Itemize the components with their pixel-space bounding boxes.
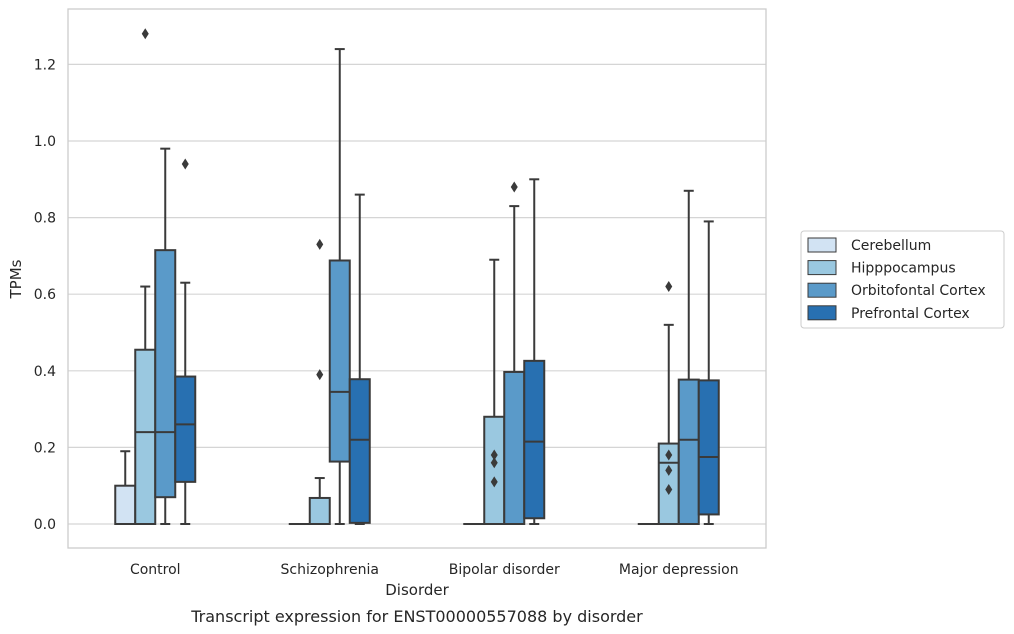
outlier-point [181,158,189,170]
box-group [134,28,157,525]
y-tick-label: 0.0 [34,517,56,533]
box [154,249,177,499]
y-tick-label: 0.8 [34,211,56,227]
legend-label: Cerebellum [851,238,931,254]
outlier-point [490,457,498,469]
y-tick-label: 1.0 [34,134,56,150]
legend-frame [800,230,1005,329]
chart-caption: Transcript expression for ENST0000055708… [190,607,643,626]
outlier-point [665,484,673,496]
box [174,375,197,483]
box [308,496,331,525]
box-group [697,220,720,525]
box [697,379,720,516]
box-group [657,281,680,526]
outlier-point [510,181,518,193]
box [114,484,137,526]
outlier-point [316,238,324,250]
y-tick-labels: 0.0 0.2 0.4 0.6 0.8 1.0 1.2 [34,57,56,533]
box-group [483,258,506,526]
box-group [154,147,177,525]
outlier-point [316,369,324,381]
box [328,259,351,463]
legend-swatch [807,260,837,276]
box-group [523,178,546,525]
y-tick-label: 0.4 [34,364,56,380]
legend-label: Orbitofontal Cortex [851,283,986,299]
box [523,359,546,520]
y-axis-label: TPMs [7,259,25,299]
box-group [114,450,137,526]
x-tick-label: Bipolar disorder [449,562,560,578]
outlier-point [665,449,673,461]
box [503,370,526,525]
legend-swatch [807,282,837,298]
box-group [308,238,331,525]
box [134,348,157,525]
x-tick-labels: Control Schizophrenia Bipolar disorder Majo… [130,562,739,578]
outlier-point [490,476,498,488]
legend-label: Prefrontal Cortex [851,306,970,322]
box-group [174,158,197,525]
outlier-point [141,28,149,40]
legend-swatch [807,305,837,321]
box [483,415,506,526]
outlier-point [665,281,673,293]
outlier-point [490,449,498,461]
box-group [677,189,700,526]
y-tick-label: 1.2 [34,57,56,73]
y-tick-label: 0.6 [34,287,56,303]
x-tick-label: Major depression [619,562,739,578]
box-group [348,193,371,525]
plot-frame [67,8,767,549]
box [677,378,700,526]
x-tick-label: Control [130,562,181,578]
x-axis-label: Disorder [385,581,449,599]
legend-swatch [807,237,837,253]
legend: Cerebellum Hipppocampus Orbitofontal Corte… [800,230,1005,329]
boxes-layer [114,28,720,526]
box-group [328,48,351,525]
y-tick-label: 0.2 [34,440,56,456]
box [348,378,371,524]
outlier-point [665,464,673,476]
legend-label: Hipppocampus [851,261,956,277]
x-tick-label: Schizophrenia [281,562,379,578]
